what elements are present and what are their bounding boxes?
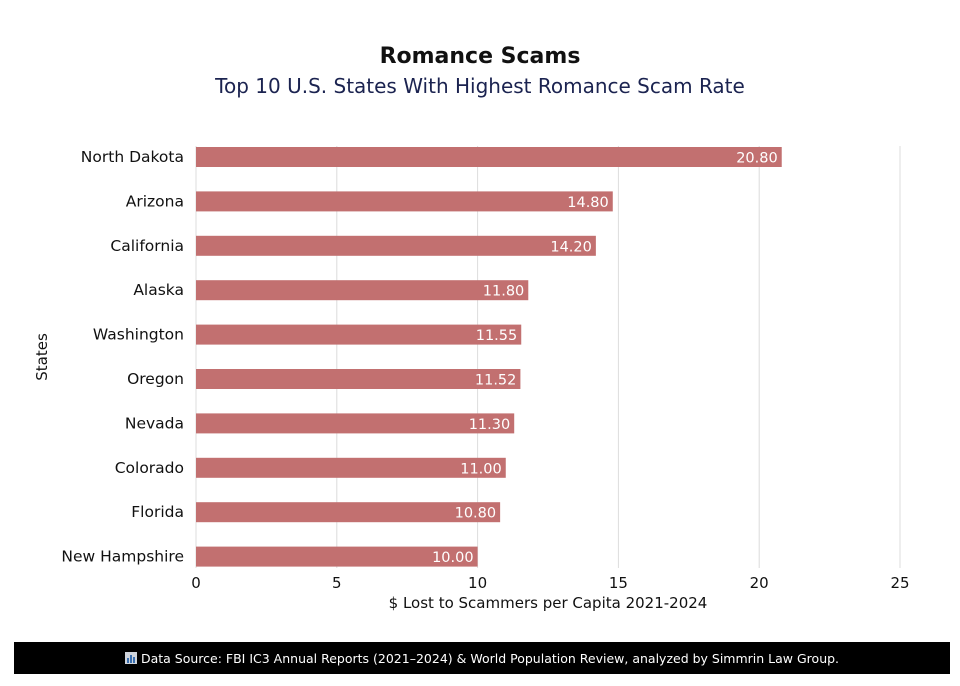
category-label: Colorado — [115, 459, 184, 477]
bar-chart: 20.80 14.80 14.20 11.80 11.55 11.52 11.30 11.00… — [33, 146, 910, 612]
category-labels: North Dakota Arizona California Alaska Washi… — [61, 148, 184, 566]
category-label: California — [110, 237, 184, 255]
data-label: 11.80 — [483, 284, 525, 300]
data-label: 10.80 — [455, 506, 497, 522]
data-label: 14.20 — [550, 239, 592, 255]
category-label: Alaska — [133, 281, 184, 299]
x-tick-label: 25 — [890, 574, 909, 592]
category-label: Nevada — [125, 414, 184, 432]
bar — [196, 546, 478, 567]
category-label: Washington — [93, 326, 184, 344]
x-tick-label: 5 — [332, 574, 342, 592]
bar — [196, 369, 521, 389]
bar — [196, 413, 515, 434]
bar — [196, 324, 522, 345]
bar — [196, 280, 529, 301]
bar — [196, 191, 613, 212]
bar — [196, 457, 506, 478]
y-axis-label: States — [33, 333, 51, 381]
data-label: 11.30 — [469, 417, 511, 433]
category-label: North Dakota — [81, 148, 184, 166]
chart-title: Romance Scams — [379, 44, 581, 69]
data-label: 11.00 — [460, 461, 502, 477]
chart-subtitle: Top 10 U.S. States With Highest Romance … — [215, 74, 745, 98]
footer-text: Data Source: FBI IC3 Annual Reports (202… — [140, 650, 840, 666]
bars: 20.80 14.80 14.20 11.80 11.55 11.52 11.30 11.00… — [196, 147, 782, 567]
category-label: Oregon — [127, 370, 184, 388]
footer-source: Data Source: FBI IC3 Annual Reports (202… — [14, 642, 950, 674]
data-label: 20.80 — [736, 151, 778, 167]
x-tick-label: 20 — [750, 574, 769, 592]
bar — [196, 502, 501, 523]
x-tick-label: 0 — [191, 574, 201, 592]
category-label: Florida — [131, 503, 184, 521]
x-axis-label: $ Lost to Scammers per Capita 2021-2024 — [389, 594, 708, 612]
data-label: 10.00 — [432, 550, 474, 566]
data-label: 11.55 — [476, 328, 518, 344]
bar — [196, 147, 782, 167]
category-label: Arizona — [126, 192, 184, 210]
x-tick-labels: 0 5 10 15 20 25 — [191, 574, 909, 592]
data-label: 14.80 — [567, 195, 609, 211]
x-tick-label: 10 — [468, 574, 487, 592]
bar-chart-icon — [124, 652, 137, 664]
bar — [196, 235, 596, 256]
x-tick-label: 15 — [609, 574, 628, 592]
category-label: New Hampshire — [61, 548, 184, 566]
data-label: 11.52 — [475, 373, 517, 389]
grid-lines — [195, 146, 901, 568]
